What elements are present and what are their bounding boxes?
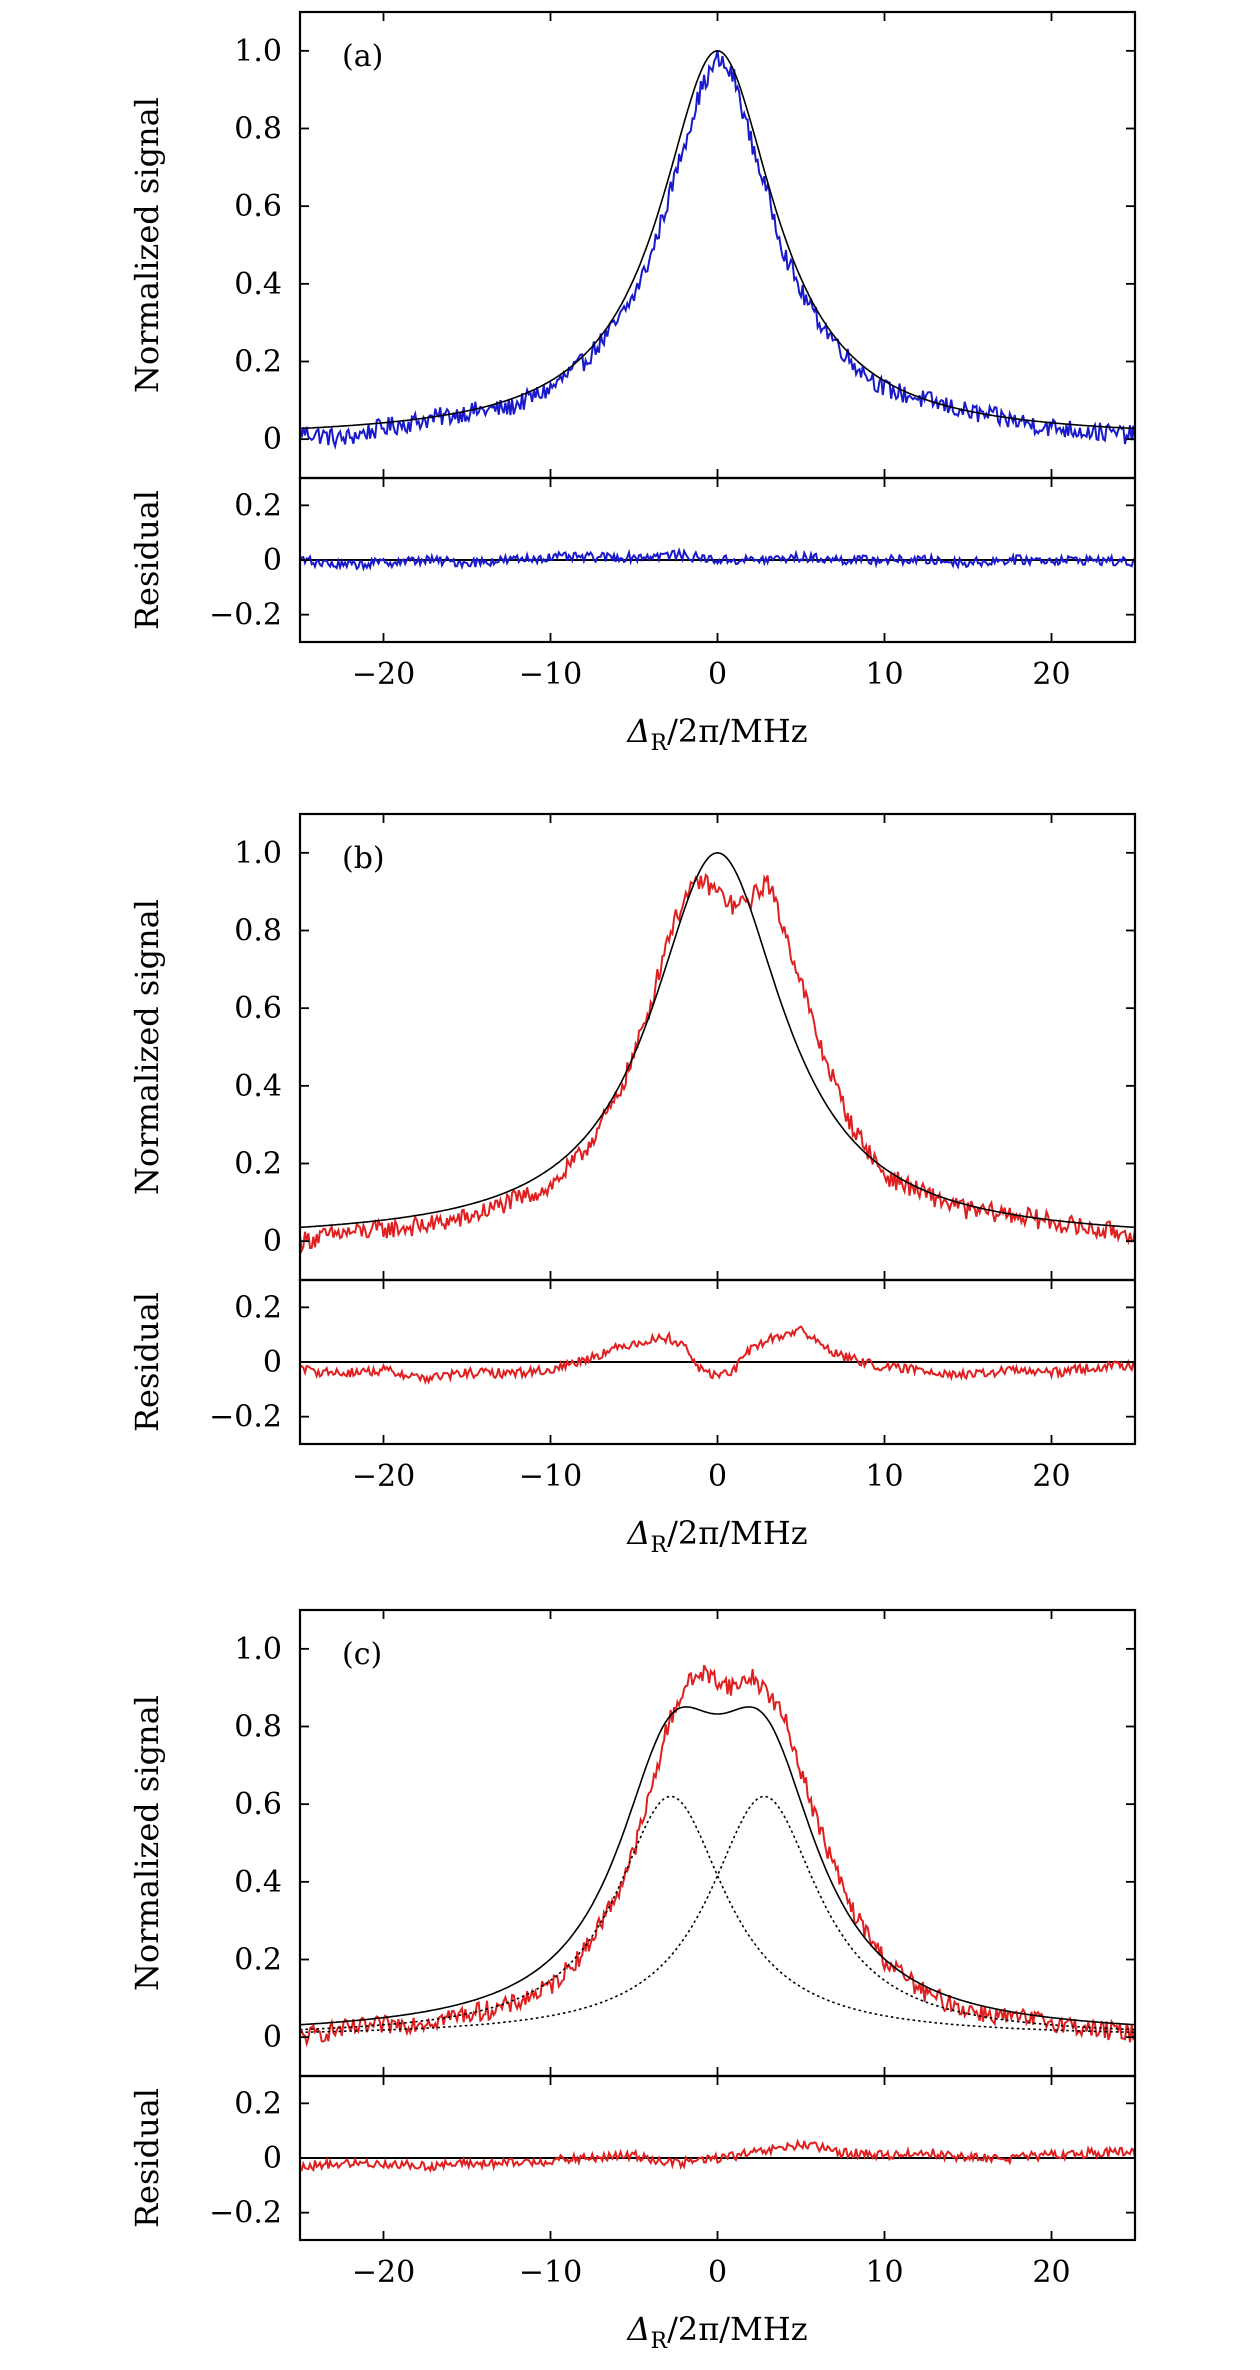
residual-y-tick-label: −0.2 [209, 2196, 282, 2231]
x-tick-label: 10 [865, 657, 903, 692]
signal-axes-frame [298, 10, 1137, 480]
x-tick-label: 10 [865, 2255, 903, 2290]
x-tick-label: −20 [352, 657, 415, 692]
residual-y-tick-label: 0.2 [234, 1290, 282, 1325]
signal-plot-area [300, 851, 1135, 1255]
residual-y-tick-label: 0 [263, 1345, 282, 1380]
y-tick-label: 0.8 [234, 914, 282, 949]
x-tick-label: −10 [519, 657, 582, 692]
residual-y-tick-label: −0.2 [209, 598, 282, 633]
series-measured-signal [300, 872, 1135, 1255]
x-tick-label: 20 [1032, 1459, 1070, 1494]
y-tick-label: 0.4 [234, 1069, 282, 1104]
y-axis-title: Normalized signal [128, 1695, 166, 1991]
chart-panel-1: −20 −10 0 10 20 0 0.2 0.4 0.6 0.8 1.0 −0.2 0 0.2 Norma… [128, 10, 1137, 756]
x-tick-label: −10 [519, 2255, 582, 2290]
y-tick-label: 0.4 [234, 267, 282, 302]
y-tick-label: 0.8 [234, 1710, 282, 1745]
residual-axis-title: Residual [128, 490, 166, 630]
residual-y-tick-label: 0 [263, 2141, 282, 2176]
y-tick-label: 1.0 [234, 1632, 282, 1667]
series-lorentzian-component-2 [300, 1795, 1135, 2034]
residual-y-tick-label: 0 [263, 543, 282, 578]
residual-plot-area [300, 1325, 1135, 1386]
series-residual [300, 1325, 1135, 1386]
residual-plot-area [300, 2138, 1135, 2173]
y-tick-label: 1.0 [234, 836, 282, 871]
x-axis-title: ΔR/2π/MHz [625, 2310, 807, 2354]
y-axis-title: Normalized signal [128, 899, 166, 1195]
residual-y-tick-label: −0.2 [209, 1400, 282, 1435]
panel-label: (c) [342, 1637, 382, 1672]
signal-plot-area [300, 1664, 1135, 2048]
y-tick-label: 0.2 [234, 1943, 282, 1978]
series-single-lorentzian-fit [300, 49, 1135, 430]
y-tick-label: 0.2 [234, 1147, 282, 1182]
chart-panel-2: −20 −10 0 10 20 0 0.2 0.4 0.6 0.8 1.0 −0.2 0 0.2 Norma… [128, 812, 1137, 1558]
x-tick-label: 20 [1032, 2255, 1070, 2290]
y-tick-label: 0.6 [234, 189, 282, 224]
x-axis-title: ΔR/2π/MHz [625, 1514, 807, 1558]
panel-label: (a) [342, 39, 383, 74]
y-tick-label: 0.4 [234, 1865, 282, 1900]
y-tick-label: 0.6 [234, 991, 282, 1026]
series-double-lorentzian-fit [300, 1706, 1135, 2026]
y-tick-label: 0.2 [234, 345, 282, 380]
x-tick-label: −10 [519, 1459, 582, 1494]
x-tick-label: −20 [352, 2255, 415, 2290]
y-tick-label: 0 [263, 1224, 282, 1259]
x-tick-label: 0 [708, 1459, 727, 1494]
x-tick-label: 0 [708, 657, 727, 692]
x-axis-title: ΔR/2π/MHz [625, 712, 807, 756]
y-axis-title: Normalized signal [128, 97, 166, 393]
x-tick-label: 0 [708, 2255, 727, 2290]
x-tick-label: −20 [352, 1459, 415, 1494]
panel-label: (b) [342, 841, 385, 876]
residual-axis-title: Residual [128, 2088, 166, 2228]
series-measured-signal [300, 1664, 1135, 2048]
y-tick-label: 0.8 [234, 112, 282, 147]
series-measured-signal [300, 50, 1135, 451]
residual-axis-title: Residual [128, 1292, 166, 1432]
y-tick-label: 0 [263, 422, 282, 457]
series-residual [300, 2138, 1135, 2173]
residual-plot-area [300, 547, 1135, 572]
series-lorentzian-component-1 [300, 1795, 1135, 2034]
residual-y-tick-label: 0.2 [234, 488, 282, 523]
signal-plot-area [300, 49, 1135, 451]
y-tick-label: 0 [263, 2020, 282, 2055]
signal-axes-frame [298, 1608, 1137, 2078]
series-single-lorentzian-fit [300, 851, 1135, 1229]
y-tick-label: 1.0 [234, 34, 282, 69]
residual-y-tick-label: 0.2 [234, 2086, 282, 2121]
x-tick-label: 20 [1032, 657, 1070, 692]
chart-panel-3: −20 −10 0 10 20 0 0.2 0.4 0.6 0.8 1.0 −0.2 0 0.2 Norma… [128, 1608, 1137, 2354]
series-residual [300, 547, 1135, 572]
y-tick-label: 0.6 [234, 1787, 282, 1822]
x-tick-label: 10 [865, 1459, 903, 1494]
